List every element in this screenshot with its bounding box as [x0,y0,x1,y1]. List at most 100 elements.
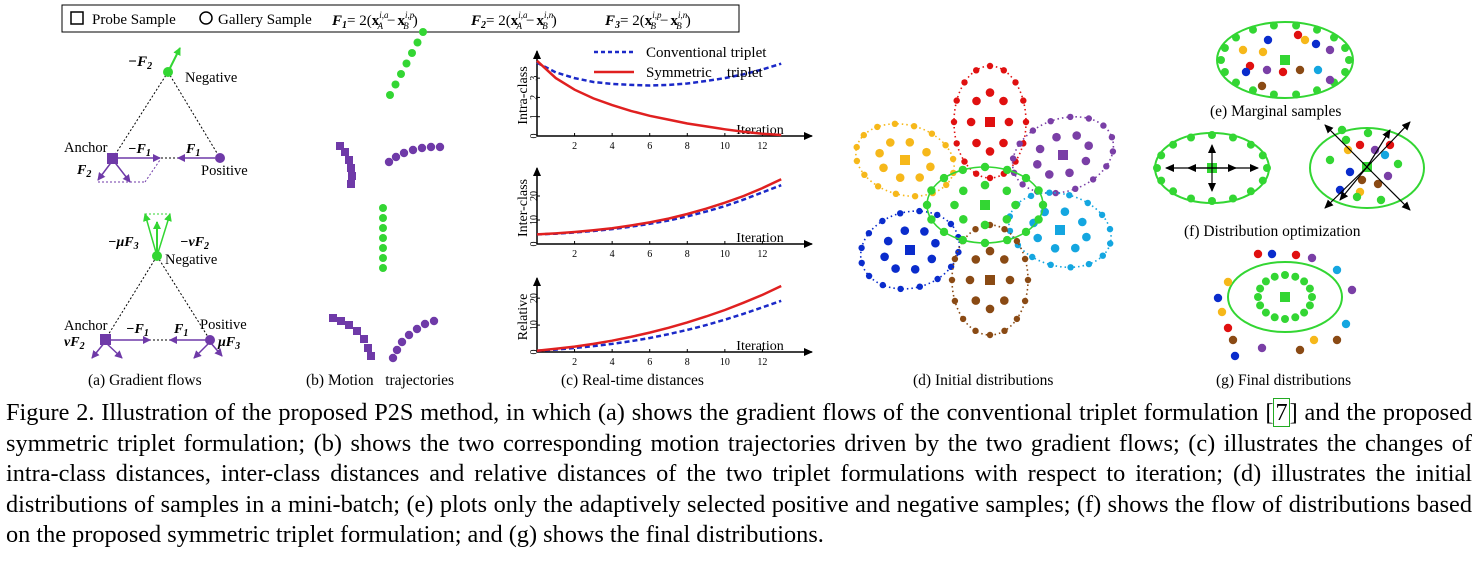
trajectory-point [345,321,353,329]
sample-point [1016,140,1023,147]
positive-point [1281,271,1289,279]
sample-point [939,227,949,237]
x-tick-label: 8 [685,249,690,260]
panel-efg [1153,21,1425,361]
trajectory-point [341,148,349,156]
force-arrow [1339,166,1368,201]
x-tick-label: 4 [610,141,615,152]
sample-point [891,264,900,273]
sample-point [905,138,915,147]
f1-formula: F1= 2(xi,a A − xi,p B) [331,10,418,31]
negative-point [1228,335,1238,345]
x-tick-label: 6 [647,141,652,152]
negative-point [1253,249,1263,259]
sample-point [874,123,881,131]
f2-formula: F2= 2(xi,a A − xi,n B) [470,10,557,31]
sample-point [1047,261,1054,268]
trajectory-point [429,316,439,326]
sample-point [1109,148,1117,155]
positive-point [1153,164,1161,172]
sample-point [910,265,920,274]
positive-point [1208,197,1216,205]
probe-sample [1055,225,1065,235]
sample-point [1004,117,1014,127]
label-nu-f2: −νF2 [180,235,209,252]
sample-point [985,147,995,156]
sample-point [1071,243,1080,253]
sample-point [934,275,941,283]
negative-point [1300,35,1310,45]
force-arrow [1366,121,1411,168]
sample-point [965,275,975,285]
sample-point [1393,159,1403,169]
sample-point [1050,244,1060,253]
sample-point [1001,226,1008,233]
sample-point [1019,181,1026,188]
x-tick-label: 12 [757,357,767,368]
sample-point [1012,79,1019,86]
positive-point [1220,44,1229,52]
sample-point [961,158,968,165]
trajectory-point [379,264,387,272]
y-axis-label: Inter-class [516,179,531,237]
negative-point [1262,65,1272,75]
label-negative-b: Negative [165,252,217,268]
trajectory-point [367,352,375,360]
positive-point [1291,313,1300,322]
positive-point [1254,293,1262,301]
y-tick-label: 0 [529,242,540,247]
negative-point [1217,307,1227,317]
trajectory-point [364,344,372,352]
sample-point [1033,233,1042,243]
sample-point [1082,232,1091,242]
trajectory-point [417,143,427,153]
y-tick-label: 10 [529,215,540,225]
series-conventional-line [536,184,782,236]
sample-point [1003,165,1012,175]
sample-point [1052,132,1061,142]
sample-point [922,147,931,157]
series-conventional-line [536,299,782,352]
negative-point [1241,67,1251,77]
label-mu-f3-right: μF3 [217,335,240,352]
negative-point [1263,35,1273,45]
x-tick-label: 2 [572,141,577,152]
positive-point [1270,272,1279,281]
trajectory-point [397,70,405,78]
sample-point [1003,235,1012,245]
f3-formula: F3= 2(xi,p B − xi,n B) [604,10,691,31]
sample-point [986,331,994,339]
negative-point [1313,65,1323,75]
sample-point [985,304,995,314]
citation-link[interactable]: 7 [1273,398,1290,427]
sample-point [958,165,967,175]
y-tick-label: 20 [529,191,540,201]
sample-point [1067,113,1074,121]
trajectory-point [397,337,407,347]
probe-sample [905,245,915,255]
sample-point [1341,135,1351,145]
caption-part2: ] and the proposed symmetric triplet for… [6,399,1472,548]
optimization-ellipse [1309,127,1425,209]
trajectory-point [347,164,355,172]
negative-point [1347,285,1357,295]
x-tick-label: 8 [685,357,690,368]
negative-point [1295,65,1305,75]
sample-point [959,315,967,323]
positive-sample-b [205,335,215,345]
series-symmetric-line [536,178,782,236]
sample-point [886,138,895,147]
sample-point [955,248,962,256]
sample-point [971,255,981,264]
x-tick-label: 6 [647,357,652,368]
sample-point [973,67,980,74]
positive-point [1232,33,1240,42]
sample-point [1045,170,1054,179]
sample-point [1029,253,1036,261]
positive-point [1208,131,1216,139]
sample-point [927,215,936,224]
probe-square-icon [70,11,84,25]
sample-point [910,123,918,130]
legend-gallery: Gallery Sample [218,12,312,28]
sample-point [953,140,960,147]
